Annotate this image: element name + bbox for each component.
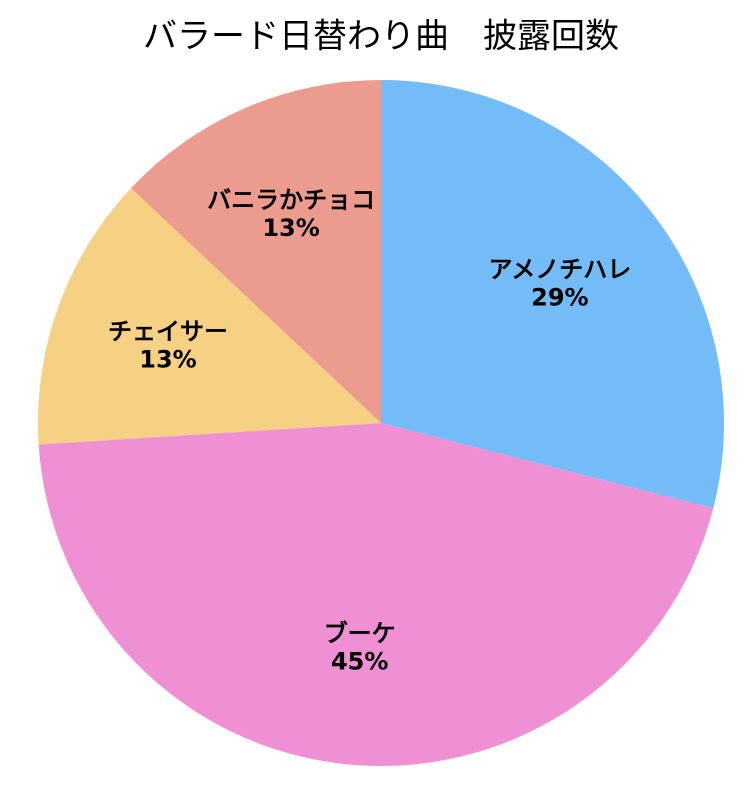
pie-slice — [130, 80, 381, 423]
slice-label: アメノチハレ — [488, 255, 631, 283]
slice-value-label: 45% — [331, 647, 388, 675]
pie-slice — [38, 188, 382, 445]
slice-value-label: 13% — [262, 214, 319, 242]
slice-label: ブーケ — [324, 619, 396, 647]
slice-label: バニラかチョコ — [207, 186, 375, 214]
slice-value-label: 13% — [139, 345, 196, 373]
chart-title: バラード日替わり曲 披露回数 — [143, 17, 619, 57]
pie-slice — [38, 423, 714, 766]
pie-slice — [381, 80, 724, 509]
slice-value-label: 29% — [531, 283, 588, 311]
slice-label: チェイサー — [108, 317, 228, 345]
